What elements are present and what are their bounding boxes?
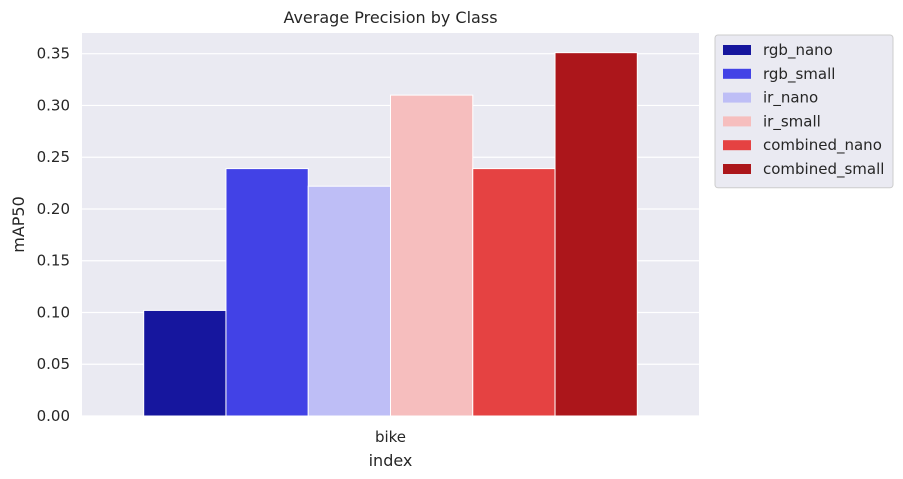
legend-label: ir_small	[763, 112, 821, 131]
legend-swatch	[723, 92, 751, 103]
bar-rgb-nano	[143, 309, 227, 417]
legend-frame	[714, 34, 894, 189]
legend-swatch	[723, 116, 751, 127]
y-tick-label: 0.00	[37, 407, 70, 425]
bar-rgb-small	[225, 168, 309, 417]
legend: rgb_nano rgb_small ir_nano ir_small combined…	[714, 34, 894, 189]
y-tick-label: 0.05	[37, 355, 70, 373]
legend-label: ir_nano	[763, 89, 818, 108]
y-tick-label: 0.15	[37, 252, 70, 270]
x-axis-label: index	[369, 451, 413, 470]
bar-ir-small	[390, 94, 474, 417]
legend-label: rgb_small	[763, 65, 835, 84]
y-tick-label: 0.25	[37, 148, 70, 166]
y-tick-label: 0.10	[37, 303, 70, 321]
bars	[143, 52, 638, 417]
legend-swatch	[723, 68, 751, 79]
x-tick-label: bike	[375, 428, 406, 446]
legend-swatch	[723, 45, 751, 55]
bar-ir-nano	[307, 185, 392, 417]
y-tick-label: 0.20	[37, 200, 70, 218]
bar-combined-nano	[472, 168, 556, 417]
legend-swatch	[723, 164, 751, 174]
y-tick-label: 0.30	[37, 96, 70, 114]
chart-title: Average Precision by Class	[283, 8, 497, 27]
legend-label: combined_nano	[763, 136, 882, 155]
y-tick-label: 0.35	[37, 45, 70, 63]
x-axis-ticks: bike	[375, 428, 406, 446]
legend-swatch	[723, 140, 751, 151]
legend-label: combined_small	[763, 160, 884, 179]
bar-combined-small	[554, 52, 638, 417]
y-axis-ticks: 0.00 0.05 0.10 0.15 0.20 0.25 0.30 0.35	[37, 45, 70, 425]
legend-label: rgb_nano	[763, 41, 833, 60]
y-axis-label: mAP50	[9, 196, 28, 253]
